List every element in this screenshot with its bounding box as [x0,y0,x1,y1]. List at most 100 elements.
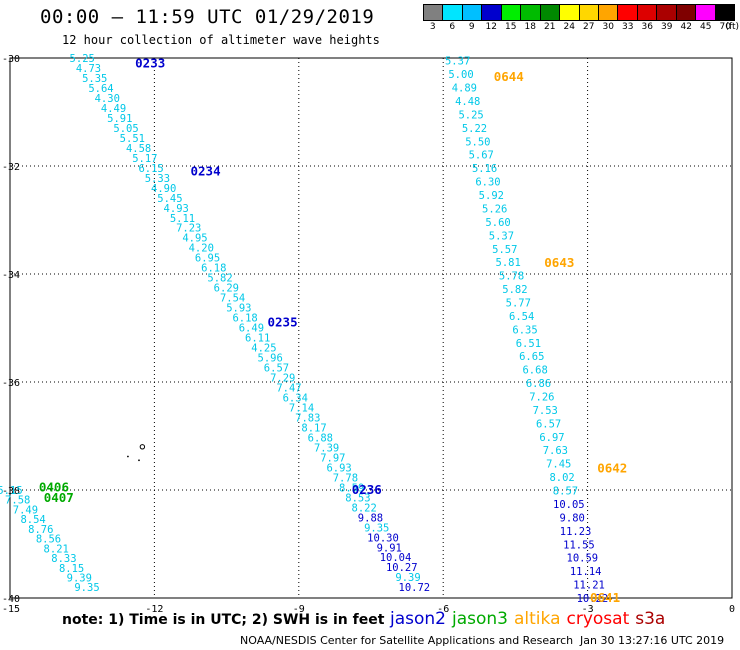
page-subtitle: 12 hour collection of altimeter wave hei… [62,33,380,47]
track-b-value: 4.48 [455,96,480,108]
track-b-value: 6.57 [536,418,561,430]
color-swatch-12 [482,5,502,20]
track-c-value: 8.33 [51,553,76,565]
color-scale-tick-18: 18 [524,22,536,32]
track-a-value: 7.78 [333,472,358,484]
x-tick-label: -9 [293,604,305,615]
track-a-value: 7.47 [276,383,301,395]
track-c-value: 5.15 [0,485,23,497]
track-a-value: 4.25 [251,343,276,355]
island-mark [138,459,140,462]
track-a-value: 5.82 [207,273,232,285]
color-scale-ticks: (ft) 3 6 9 12 15 18 21 24 27 30 33 36 39 42 45 70 [423,21,739,33]
track-a-value: 4.49 [101,103,126,115]
track-b-value: 6.35 [512,324,537,336]
track-b-value: 6.30 [475,177,500,189]
y-tick-label: -32 [2,162,20,173]
track-b-value: 5.77 [506,297,531,309]
island-mark [127,455,129,458]
track-a-value: 4.73 [76,63,101,75]
color-swatch-18 [521,5,541,20]
track-c-value: 8.76 [28,524,53,536]
track-a-value: 4.93 [164,203,189,215]
color-swatch-3 [424,5,444,20]
track-c-value: 7.49 [13,504,38,516]
track-b-value: 5.81 [496,257,521,269]
color-swatch-6 [443,5,463,20]
track-c-value: 8.21 [44,543,69,555]
track-c-value: 9.39 [67,572,92,584]
x-tick-label: -12 [145,604,163,615]
color-scale-unit: (ft) [725,22,739,32]
color-scale-tick-24: 24 [563,22,575,32]
color-swatch-30 [598,5,619,20]
color-scale-tick-9: 9 [468,22,475,32]
track-a-value: 10.27 [386,562,418,574]
track-c-value: 7.58 [5,495,30,507]
track-b-value: 5.78 [499,271,524,283]
track-b-value: 11.14 [570,566,602,578]
track-a-value: 6.95 [195,253,220,265]
track-a-value: 9.39 [395,572,420,584]
track-b-value: 8.57 [553,486,578,498]
y-tick-label: -30 [2,54,20,65]
credit-line: NOAA/NESDIS Center for Satellite Applica… [240,634,574,647]
color-swatch-42 [676,5,697,20]
track-a-value: 7.54 [220,293,245,305]
track-b-value: 5.26 [482,203,507,215]
track-b-value: 5.00 [448,69,473,81]
track-a-value: 6.49 [239,323,264,335]
track-b-value: 10.59 [567,553,599,565]
y-tick-label: -36 [2,378,20,389]
color-scale-tick-6: 6 [449,22,456,32]
track-a-value: 8.17 [301,422,326,434]
track-a-value: 5.91 [107,113,132,125]
track-b-value: 10.05 [553,499,585,511]
track-a-value: 5.11 [170,213,195,225]
pass-label-0643: 0643 [544,255,574,270]
track-b-value: 5.50 [465,136,490,148]
color-scale-tick-42: 42 [680,22,692,32]
plot-frame [9,57,733,599]
color-scale-tick-27: 27 [583,22,595,32]
color-scale-tick-3: 3 [429,22,436,32]
pass-label-0235: 0235 [268,315,298,330]
color-swatch-45 [696,5,716,20]
track-c-value: 8.56 [36,534,61,546]
island-mark [139,444,146,450]
pass-label-0407: 0407 [44,490,74,505]
track-b-value: 5.57 [492,244,517,256]
color-scale-tick-33: 33 [622,22,634,32]
track-b-value: 9.80 [560,512,585,524]
track-a-value: 5.93 [226,303,251,315]
track-a-value: 5.33 [145,173,170,185]
track-a-value: 5.64 [88,83,113,95]
footnote: note: 1) Time is in UTC; 2) SWH is in fe… [62,612,385,628]
color-swatch-24 [560,5,580,20]
color-swatch-21 [540,5,561,20]
track-a-value: 7.39 [314,442,339,454]
pass-label-0641: 0641 [590,590,620,605]
timestamp: Jan 30 13:27:16 UTC 2019 [580,634,725,647]
track-b-value: 7.26 [529,392,554,404]
track-a-value: 8.53 [345,492,370,504]
y-tick-label: -38 [2,486,20,497]
track-b-value: 7.53 [533,405,558,417]
track-a-value: 6.11 [245,333,270,345]
color-scale-tick-12: 12 [485,22,497,32]
track-b-value: 5.37 [445,56,470,68]
satellite-legend-jason2: jason2 [390,609,446,629]
track-a-value: 7.83 [295,412,320,424]
color-swatch-15 [501,5,522,20]
track-a-value: 4.20 [189,243,214,255]
track-a-value: 6.18 [232,313,257,325]
track-a-value: 7.97 [320,452,345,464]
track-a-value: 7.23 [176,223,201,235]
color-scale-tick-70: 70 [719,22,731,32]
color-swatch-36 [637,5,658,20]
track-a-value: 9.88 [358,512,383,524]
track-a-value: 7.29 [270,373,295,385]
track-b-value: 4.89 [452,83,477,95]
track-c-value: 8.54 [20,514,45,526]
